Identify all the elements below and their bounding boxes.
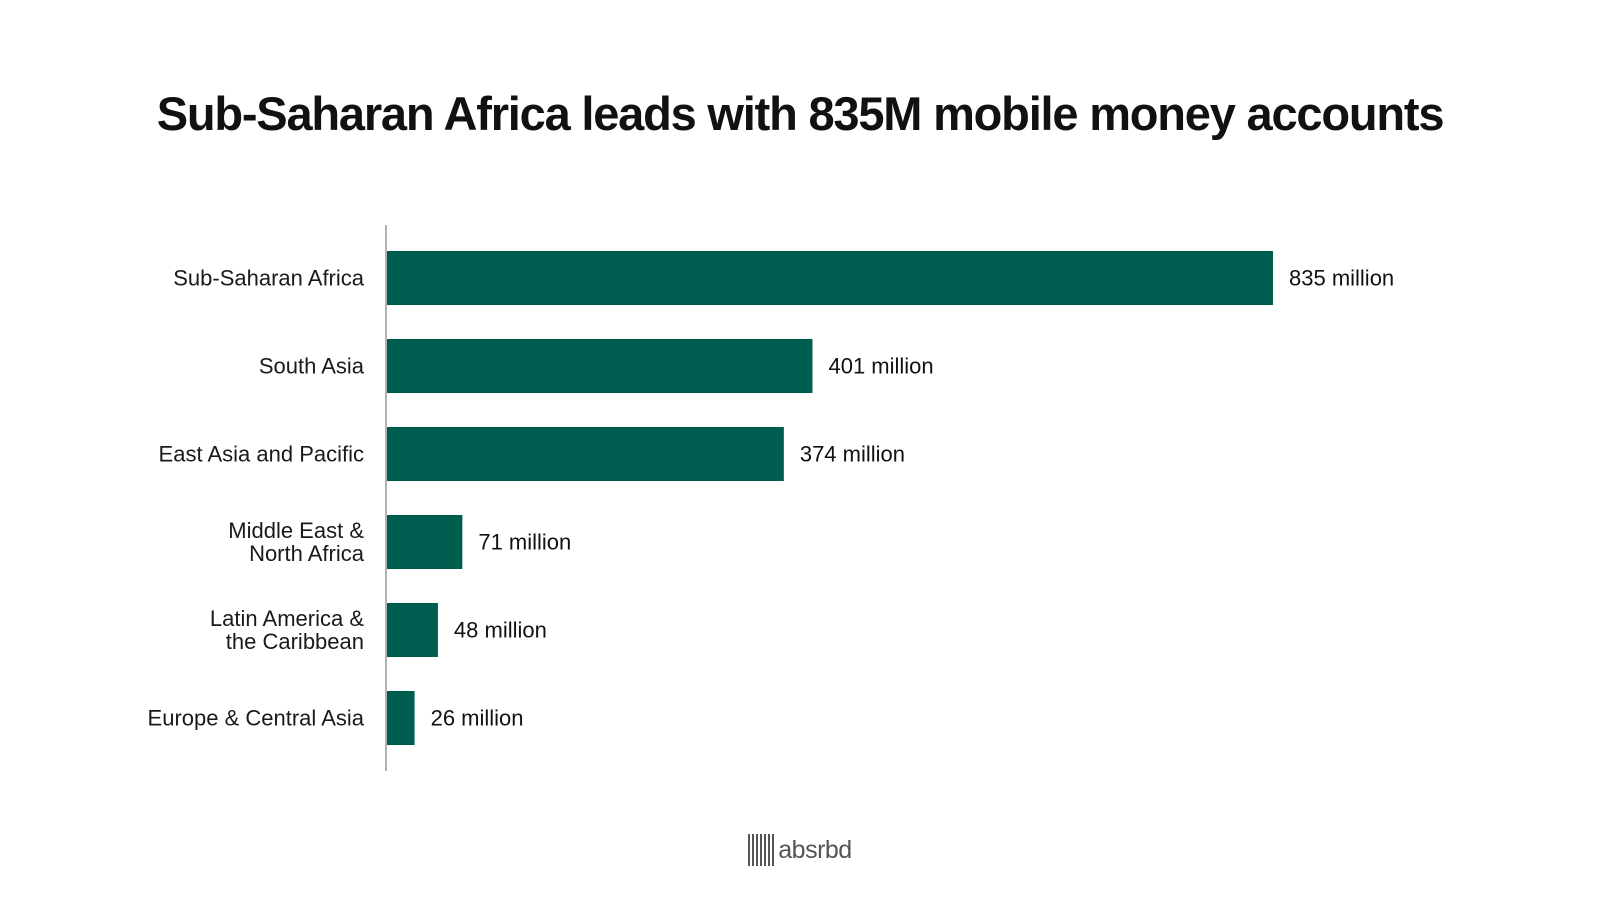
category-label: South Asia bbox=[259, 354, 365, 379]
value-label: 48 million bbox=[454, 618, 547, 643]
category-label: Europe & Central Asia bbox=[148, 706, 365, 731]
bar bbox=[387, 691, 415, 745]
bar bbox=[387, 251, 1273, 305]
value-label: 26 million bbox=[431, 706, 524, 731]
chart-title: Sub-Saharan Africa leads with 835M mobil… bbox=[156, 87, 1445, 140]
value-label: 374 million bbox=[800, 442, 905, 467]
category-label: East Asia and Pacific bbox=[159, 442, 364, 467]
brand-logo: absrbd bbox=[0, 834, 1600, 866]
bar bbox=[387, 427, 784, 481]
value-label: 71 million bbox=[478, 530, 571, 555]
value-label: 835 million bbox=[1289, 266, 1394, 291]
category-label: Sub-Saharan Africa bbox=[173, 266, 365, 291]
brand-name: absrbd bbox=[778, 835, 852, 864]
barcode-icon bbox=[748, 834, 775, 866]
bar bbox=[387, 603, 438, 657]
bar bbox=[387, 515, 463, 569]
value-label: 401 million bbox=[828, 354, 933, 379]
category-label: Middle East & North Africa bbox=[228, 518, 364, 566]
bar bbox=[387, 339, 813, 393]
category-label: Latin America & the Caribbean bbox=[210, 606, 364, 654]
